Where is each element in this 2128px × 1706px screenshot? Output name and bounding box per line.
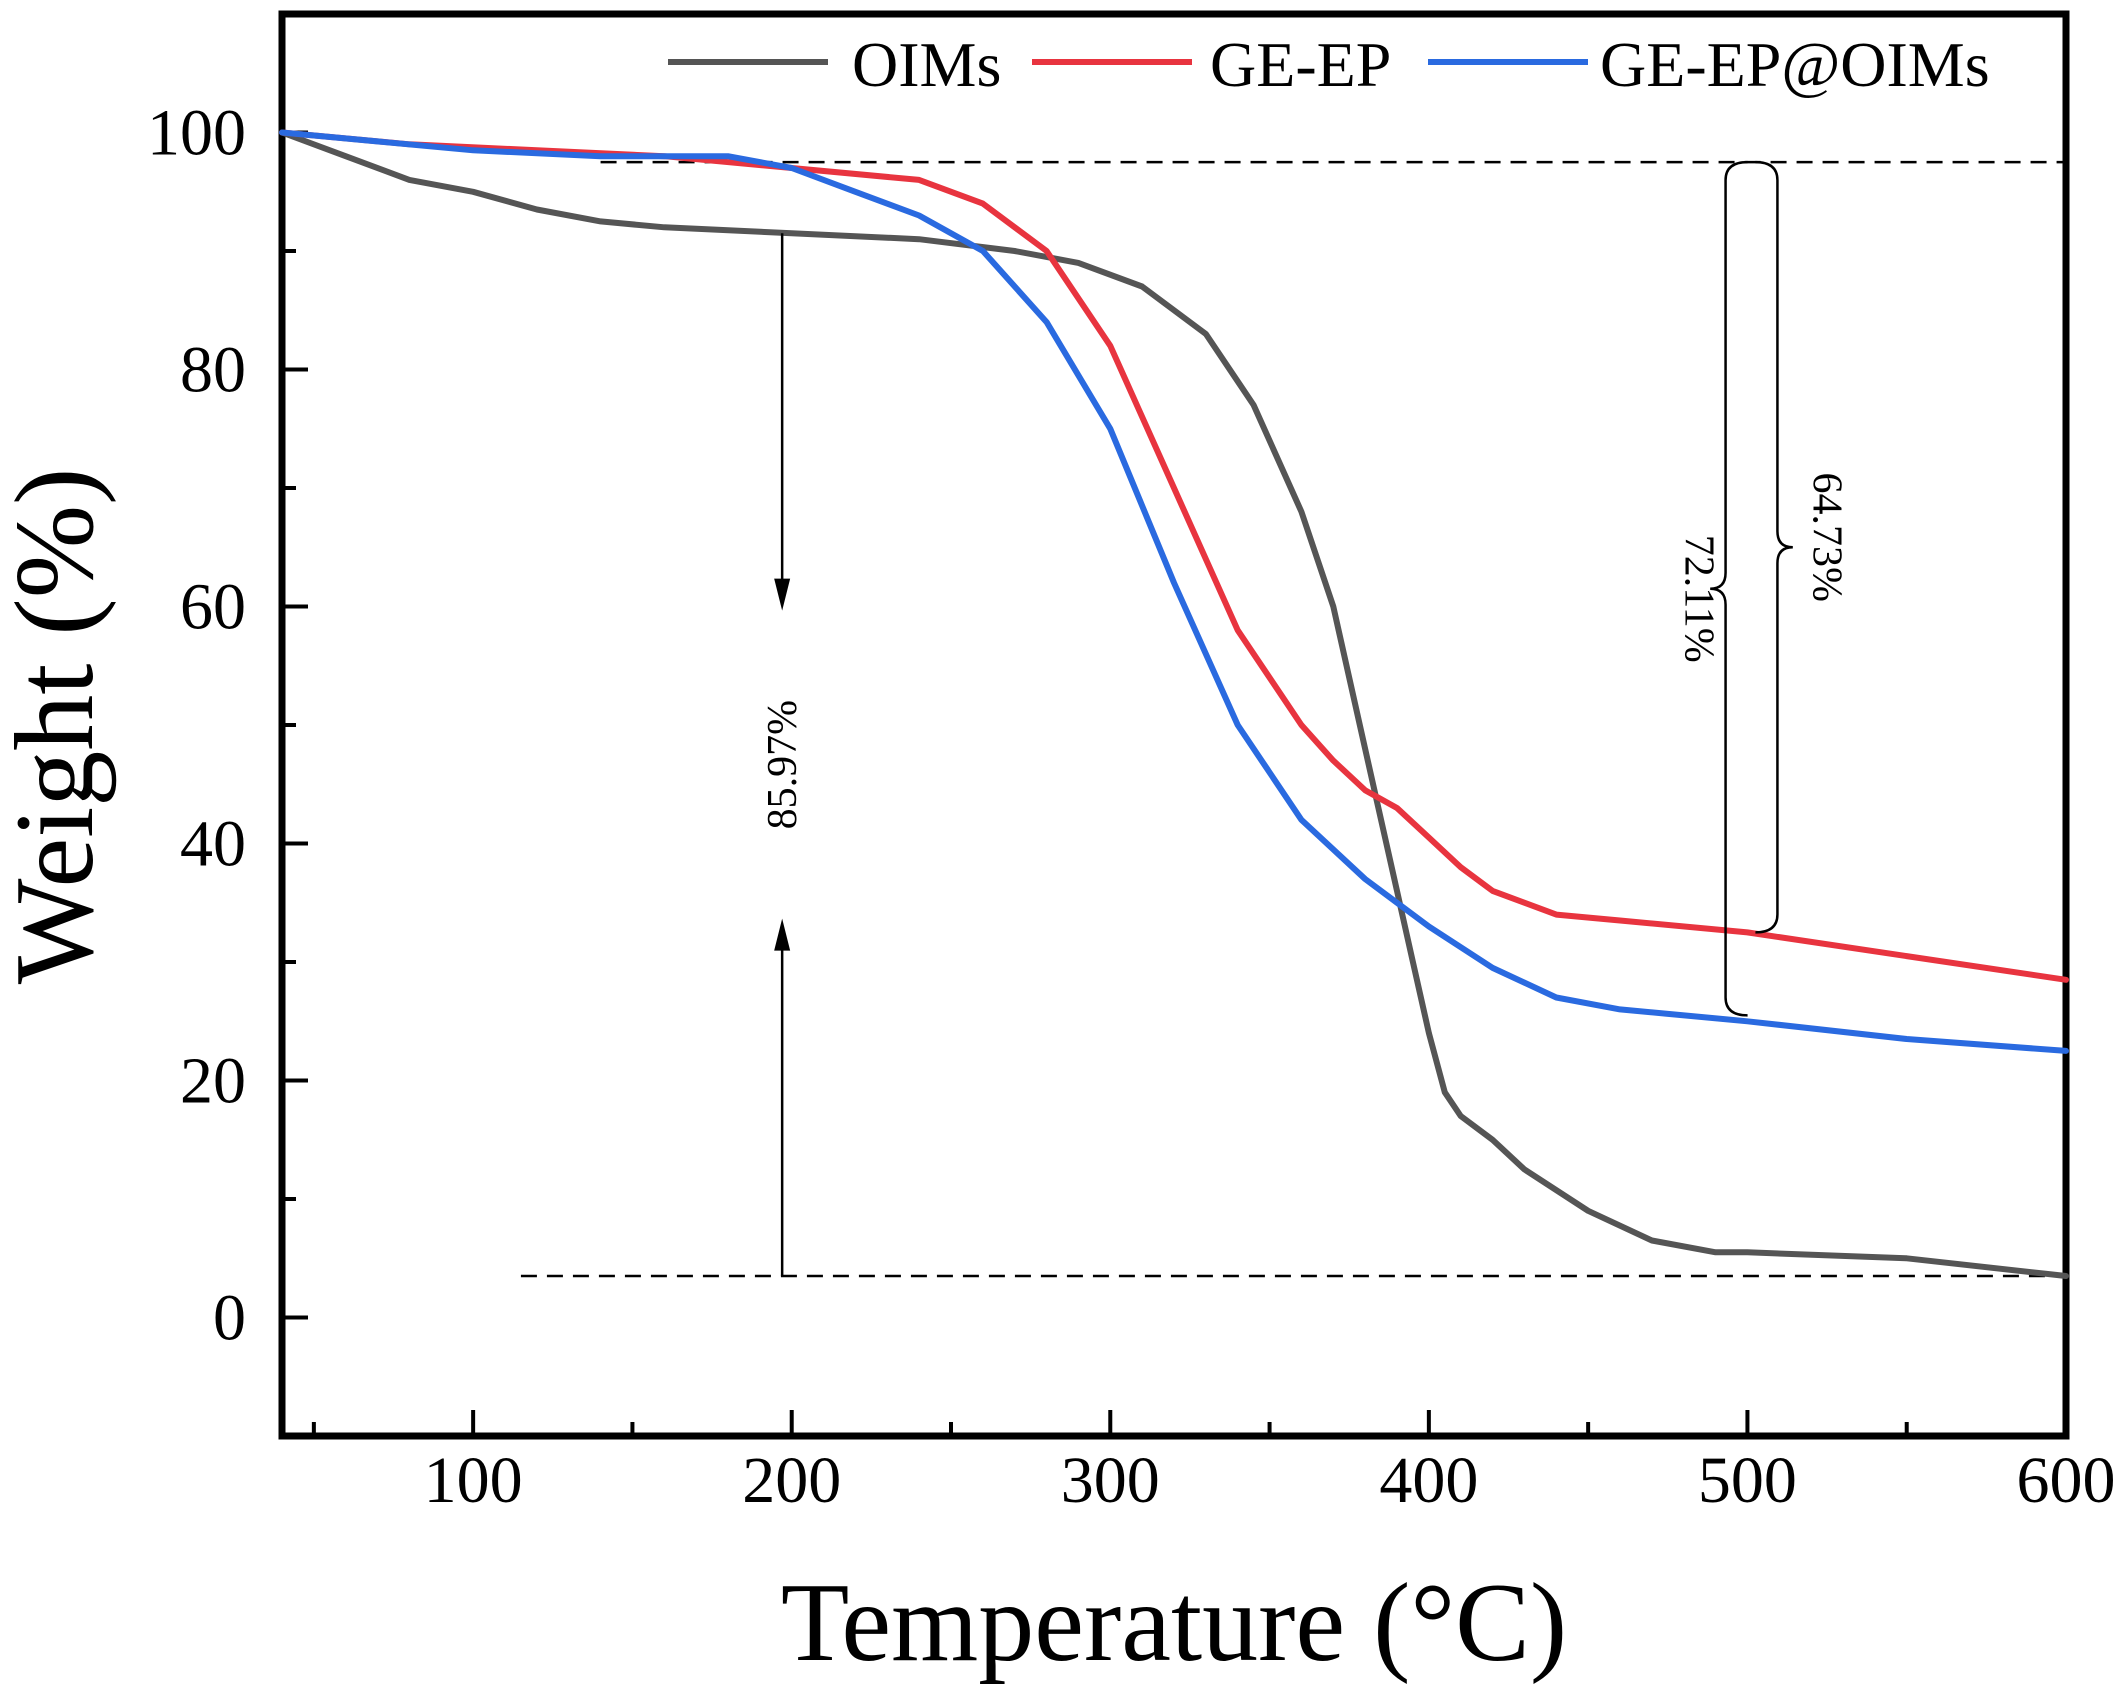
y-tick-label: 100 (147, 97, 246, 170)
series-line-ge-ep-oims (279, 129, 2069, 1054)
x-axis-title: Temperature (°C) (781, 1561, 1567, 1685)
legend: OIMs GE-EP GE-EP@OIMs (668, 29, 1990, 100)
series-line-oims (279, 129, 2069, 1279)
legend-label-ge-ep-oims: GE-EP@OIMs (1600, 29, 1990, 100)
y-tick-label: 0 (213, 1282, 246, 1355)
y-axis-title: Weight (%) (0, 468, 117, 985)
annotation-85-arrowhead-down (774, 578, 791, 611)
x-tick-label: 100 (424, 1444, 523, 1517)
x-tick-label: 500 (1698, 1444, 1797, 1517)
series-layer (279, 129, 2069, 1279)
y-tick-label: 20 (180, 1045, 246, 1118)
x-tick-label: 300 (1061, 1444, 1160, 1517)
annotation-72-label: 72.11% (1676, 535, 1722, 663)
annotation-64-bracket (1755, 160, 1793, 934)
y-tick-label: 40 (180, 808, 246, 881)
y-tick-label: 80 (180, 334, 246, 407)
reference-lines (520, 160, 2066, 1278)
x-tick-label: 400 (1379, 1444, 1478, 1517)
series-line-ge-ep (279, 129, 2069, 983)
annotation-85-label: 85.97% (760, 700, 806, 830)
y-tick-label: 60 (180, 571, 246, 644)
annotation-64-label: 64.73% (1803, 473, 1849, 603)
x-axis: 100 200 300 400 500 600 (311, 1410, 2116, 1517)
annotations: 85.97% 72.11% 64.73% (760, 160, 1849, 1277)
annotation-85-arrowhead-up (774, 918, 791, 951)
legend-label-oims: OIMs (852, 29, 1001, 100)
x-tick-label: 200 (742, 1444, 841, 1517)
legend-label-ge-ep: GE-EP (1210, 29, 1391, 100)
plot-frame (278, 10, 2070, 1440)
x-tick-label: 600 (2017, 1444, 2116, 1517)
